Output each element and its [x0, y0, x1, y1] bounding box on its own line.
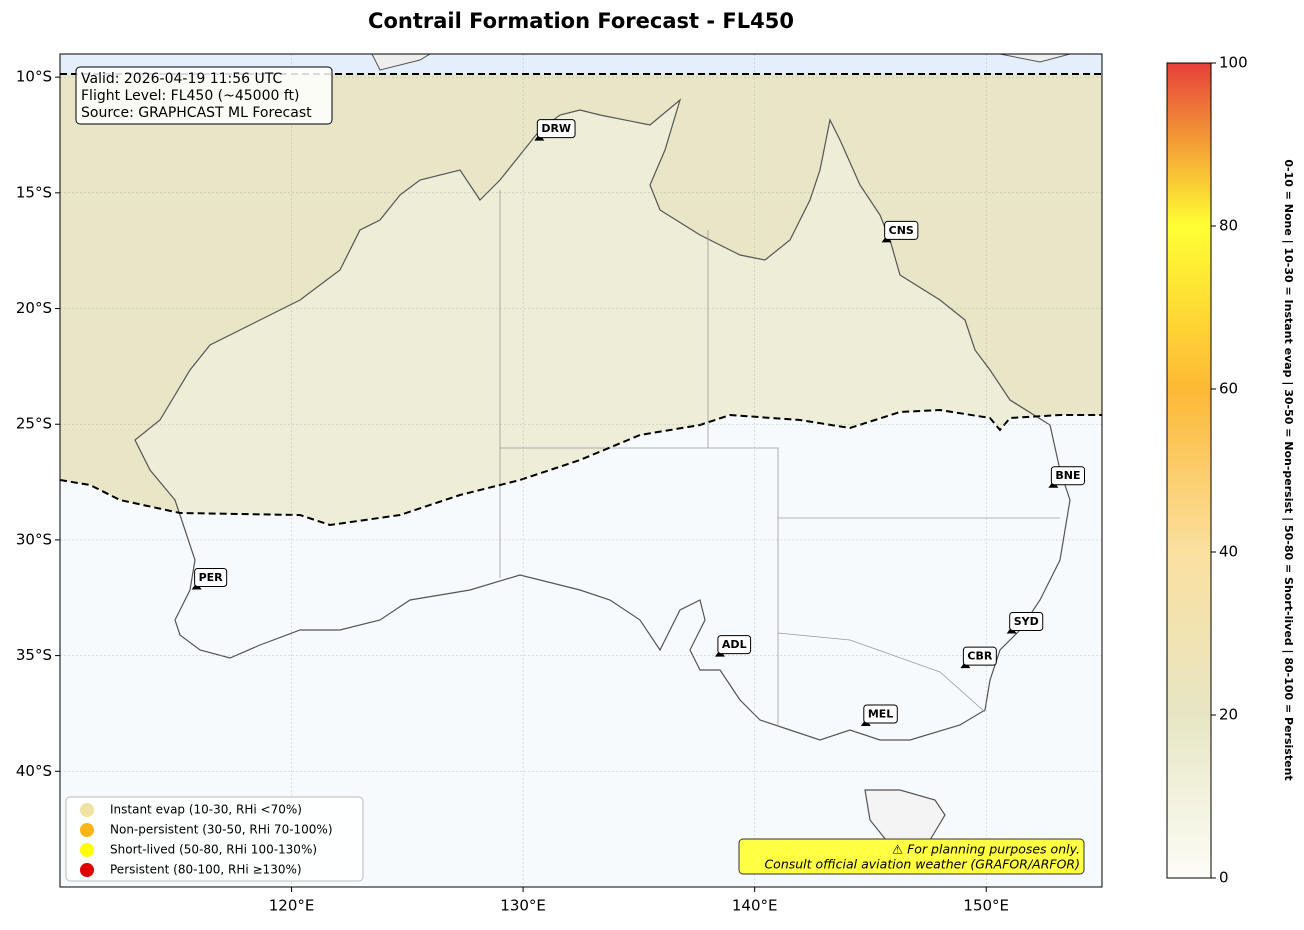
x-tick-label: 140°E — [732, 897, 778, 915]
map-layer — [60, 54, 1102, 887]
y-tick-label: 20°S — [16, 299, 52, 317]
airport-label: BNE — [1050, 466, 1085, 486]
airport-label: CNS — [884, 220, 919, 240]
airport-label-box — [1009, 611, 1044, 631]
colorbar — [1166, 62, 1212, 879]
warning-box: ⚠ For planning purposes only.Consult off… — [738, 838, 1085, 875]
airport-label: ADL — [717, 635, 752, 655]
colorbar-tick-label: 80 — [1219, 217, 1238, 235]
colorbar-tick-label: 100 — [1219, 54, 1248, 72]
x-tick-label: 150°E — [963, 897, 1009, 915]
airport-label: PER — [194, 568, 228, 588]
legend-swatch — [80, 843, 94, 857]
colorbar-tick-label: 60 — [1219, 380, 1238, 398]
info-line: Valid: 2026-04-19 11:56 UTC — [81, 71, 282, 87]
airport-label-box — [962, 646, 997, 666]
info-line: Flight Level: FL450 (~45000 ft) — [81, 88, 300, 104]
colorbar-tick-label: 20 — [1219, 706, 1238, 724]
y-tick-label: 25°S — [16, 415, 52, 433]
y-tick-label: 40°S — [16, 762, 52, 780]
airport-code: ADL — [722, 638, 747, 651]
legend-swatch — [80, 823, 94, 837]
info-line: Source: GRAPHCAST ML Forecast — [81, 105, 312, 121]
legend-swatch — [80, 863, 94, 877]
legend-frame — [65, 796, 364, 882]
x-tick-label: 120°E — [269, 897, 315, 915]
colorbar-tick-label: 40 — [1219, 543, 1238, 561]
airport-code: DRW — [541, 122, 571, 135]
airport-label-box — [863, 704, 898, 724]
map-frame — [59, 53, 1103, 888]
airport-code: BNE — [1055, 469, 1080, 482]
airport-label-box — [1050, 466, 1085, 486]
airport-code: SYD — [1014, 615, 1039, 628]
state-borders — [499, 190, 1060, 727]
airport-label: MEL — [863, 704, 898, 724]
legend-swatch — [80, 803, 94, 817]
airport-label: CBR — [962, 646, 997, 666]
legend-label: Persistent (80-100, RHi ≥130%) — [110, 863, 302, 877]
colorbar-label: 0-10 = None | 10-30 = Instant evap | 30-… — [1282, 159, 1295, 780]
airport-label-box — [717, 635, 752, 655]
airport-label-box — [884, 220, 919, 240]
airport-label: SYD — [1009, 611, 1044, 631]
contrail-region — [60, 74, 1102, 525]
airport-code: PER — [199, 571, 224, 584]
coastline — [134, 98, 1071, 741]
warning-line: Consult official aviation weather (GRAFO… — [764, 857, 1080, 872]
y-tick-label: 10°S — [16, 68, 52, 86]
airport-label: DRW — [536, 119, 576, 139]
warning-line: ⚠ For planning purposes only. — [892, 842, 1080, 857]
colorbar-tick-label: 0 — [1219, 869, 1229, 887]
northern-islands — [371, 54, 1071, 71]
airport-label-box — [194, 568, 228, 588]
y-tick-label: 30°S — [16, 530, 52, 548]
airport-code: CBR — [967, 650, 992, 663]
grid — [60, 54, 1102, 887]
legend: Instant evap (10-30, RHi <70%) Non-persis… — [65, 796, 364, 882]
y-tick-label: 15°S — [16, 183, 52, 201]
legend-label: Short-lived (50-80, RHi 100-130%) — [110, 843, 317, 857]
legend-label: Instant evap (10-30, RHi <70%) — [110, 803, 302, 817]
x-tick-label: 130°E — [500, 897, 546, 915]
airport-label-box — [536, 119, 576, 139]
contour-boundary — [60, 73, 1102, 527]
warning-frame — [738, 838, 1085, 875]
chart-title: Contrail Formation Forecast - FL450 — [368, 9, 794, 33]
legend-label: Non-persistent (30-50, RHi 70-100%) — [110, 823, 333, 837]
info-box-frame — [75, 66, 333, 125]
airport-code: CNS — [889, 224, 914, 237]
airport-code: MEL — [868, 708, 893, 721]
y-tick-label: 35°S — [16, 646, 52, 664]
